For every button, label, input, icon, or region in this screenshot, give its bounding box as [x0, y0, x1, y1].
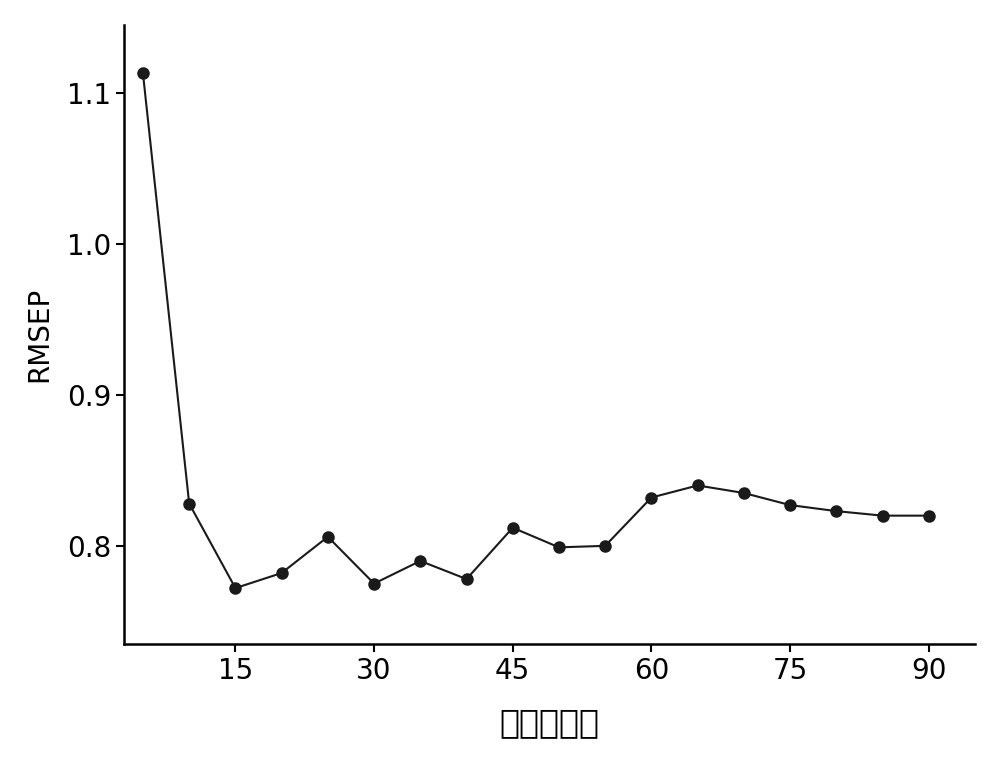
Y-axis label: RMSEP: RMSEP	[25, 286, 53, 382]
X-axis label: 夹角（度）: 夹角（度）	[500, 706, 600, 739]
